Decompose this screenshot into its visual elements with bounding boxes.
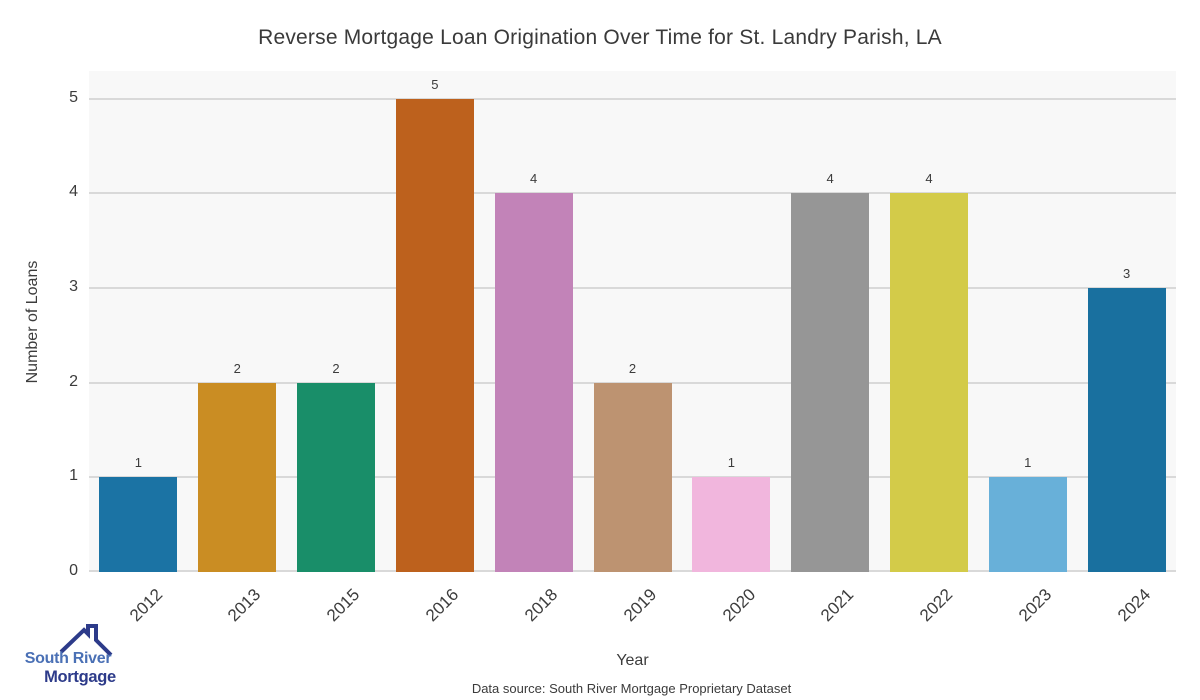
bar-2021 [791, 193, 870, 572]
x-tick-label-2019: 2019 [619, 585, 660, 626]
bar-2023 [988, 477, 1067, 572]
logo-text-mortgage: Mortgage [44, 668, 116, 686]
y-tick-label-0: 0 [69, 562, 78, 579]
y-tick-label-2: 2 [69, 372, 78, 390]
bar-2015 [297, 382, 376, 572]
x-tick-label-2021: 2021 [817, 585, 858, 626]
x-tick-label-2016: 2016 [422, 585, 463, 626]
gridline-y-3 [89, 286, 1176, 289]
x-tick-label-2024: 2024 [1113, 585, 1155, 626]
y-tick-label-3: 3 [69, 277, 78, 295]
logo-text-south-river: South River [24, 650, 112, 667]
bar-value-label-2023: 1 [1024, 455, 1032, 471]
bar-2019 [593, 382, 672, 572]
x-tick-label-2022: 2022 [916, 585, 957, 626]
bar-value-label-2020: 1 [727, 455, 735, 471]
bar-2020 [692, 477, 771, 572]
gridline-y-2 [89, 381, 1176, 384]
house-roof-with-chimney-icon [59, 624, 113, 657]
bar-value-label-2024: 3 [1122, 265, 1131, 281]
bar-value-label-2019: 2 [628, 360, 637, 376]
y-tick-label-4: 4 [69, 183, 78, 201]
x-tick-label-2018: 2018 [520, 585, 562, 626]
bar-2018 [494, 193, 573, 572]
bar-value-label-2013: 2 [233, 360, 241, 376]
bar-value-label-2015: 2 [332, 360, 340, 376]
bar-2016 [395, 98, 474, 572]
y-tick-label-5: 5 [69, 88, 78, 106]
gridline-y-4 [89, 192, 1176, 195]
south-river-mortgage-logo: South River Mortgage [12, 606, 142, 696]
x-tick-label-2020: 2020 [718, 585, 759, 626]
bar-2024 [1087, 287, 1166, 572]
chart-title: Reverse Mortgage Loan Origination Over T… [258, 26, 942, 49]
y-axis-title: Number of Loans [24, 260, 41, 384]
gridline-y-5 [89, 97, 1176, 100]
x-axis-title: Year [616, 652, 649, 669]
bar-value-label-2018: 4 [530, 171, 538, 187]
x-tick-label-2023: 2023 [1015, 585, 1056, 626]
bar-value-label-2016: 5 [431, 76, 439, 92]
x-tick-label-2015: 2015 [323, 585, 364, 626]
y-tick-label-1: 1 [69, 467, 78, 485]
x-tick-label-2013: 2013 [224, 585, 265, 626]
plot-area: 1 2 2 5 4 2 1 4 4 1 3 [89, 71, 1176, 572]
bar-value-label-2012: 1 [134, 455, 143, 471]
data-source-note: Data source: South River Mortgage Propri… [471, 681, 792, 696]
bar-2013 [198, 382, 277, 572]
bar-2022 [889, 193, 968, 572]
bar-value-label-2022: 4 [925, 171, 933, 187]
bar-2012 [99, 477, 178, 572]
bar-value-label-2021: 4 [826, 171, 834, 187]
